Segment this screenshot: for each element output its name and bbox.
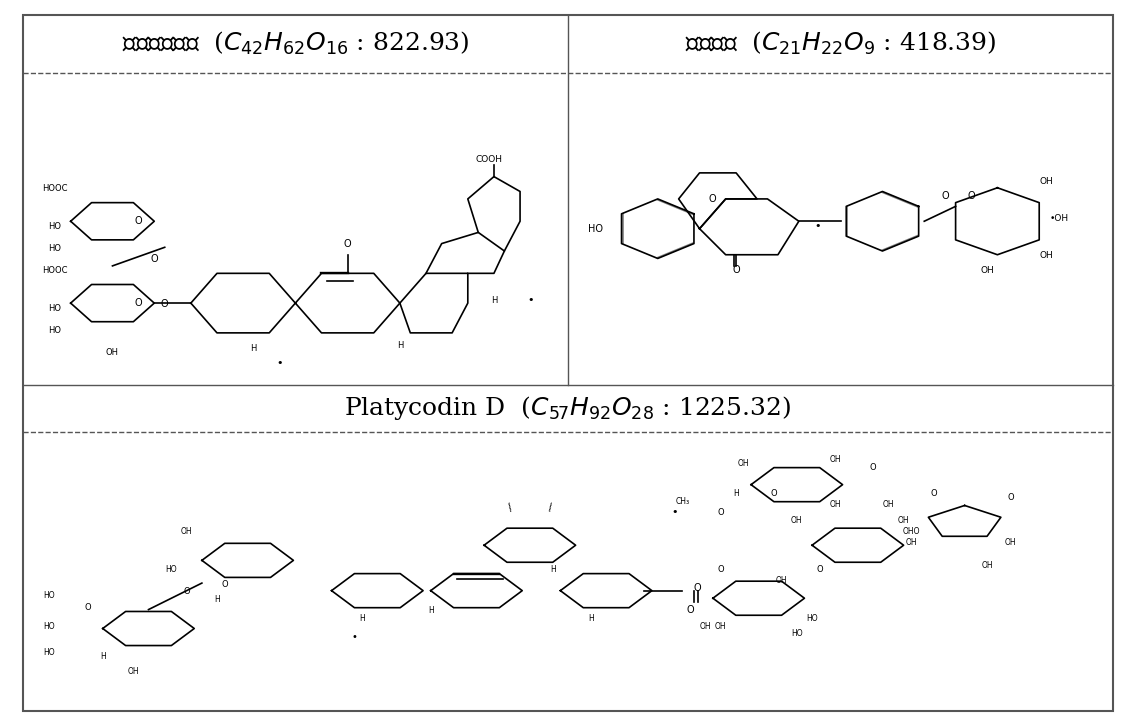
Text: OH: OH [883,500,894,510]
Text: OH: OH [980,266,994,275]
Text: Platycodin D  ($C_{57}H_{92}O_{28}$ : 1225.32): Platycodin D ($C_{57}H_{92}O_{28}$ : 122… [344,394,792,423]
Text: CH₃: CH₃ [675,497,690,505]
Text: /: / [507,502,516,513]
Text: OH: OH [905,538,917,547]
Text: HO: HO [166,565,177,574]
Text: O: O [84,603,91,611]
Text: H: H [250,344,257,354]
Text: OH: OH [829,455,841,464]
Text: HO: HO [49,326,61,335]
Text: H: H [428,606,434,616]
Text: HO: HO [587,224,602,234]
Text: HO: HO [43,621,56,630]
Text: O: O [770,489,777,498]
Text: •: • [351,632,358,642]
Text: H: H [100,652,106,661]
Text: OH: OH [1039,177,1053,186]
Text: O: O [717,508,724,517]
Text: •OH: •OH [1050,214,1069,224]
Text: HO: HO [49,244,61,253]
Text: O: O [968,191,975,201]
Text: OH: OH [1004,538,1017,547]
Text: O: O [161,299,168,309]
Text: OH: OH [776,576,787,585]
Text: 리퀴리틴  ($C_{21}H_{22}O_{9}$ : 418.39): 리퀴리틴 ($C_{21}H_{22}O_{9}$ : 418.39) [685,30,996,57]
Text: 글리시리진산  ($C_{42}H_{62}O_{16}$ : 822.93): 글리시리진산 ($C_{42}H_{62}O_{16}$ : 822.93) [122,30,469,57]
Text: HO: HO [49,303,61,313]
Text: O: O [344,240,351,249]
Text: H: H [588,614,594,623]
Text: OH: OH [715,621,726,630]
Text: HO: HO [49,221,61,231]
Text: HO: HO [807,614,818,623]
Text: HO: HO [43,648,56,657]
Text: O: O [1008,493,1013,502]
Text: O: O [150,254,158,264]
Text: COOH: COOH [475,155,502,164]
Text: OH: OH [982,561,993,570]
Text: H: H [359,614,365,623]
Text: OH: OH [829,500,841,510]
Text: O: O [183,587,190,597]
Text: O: O [709,194,717,204]
Text: O: O [694,583,701,592]
Text: O: O [222,580,228,589]
Text: OH: OH [897,515,910,524]
Text: O: O [135,298,142,308]
Text: OH: OH [1039,251,1053,261]
Text: OH: OH [700,621,711,630]
Text: HOOC: HOOC [42,266,68,275]
Text: O: O [717,565,724,574]
Text: HOOC: HOOC [42,184,68,194]
Text: OH: OH [127,667,139,676]
Text: O: O [930,489,937,498]
Text: O: O [733,265,740,275]
Text: H: H [215,595,220,604]
Text: H: H [733,489,738,498]
Text: \: \ [545,502,553,513]
Text: •: • [276,359,283,368]
Text: OH: OH [181,527,192,536]
Text: OH: OH [737,459,750,468]
Text: O: O [686,605,694,616]
Text: O: O [135,216,142,227]
Text: HO: HO [791,629,803,638]
Text: O: O [817,565,822,574]
Text: H: H [396,340,403,350]
Text: H: H [491,296,498,305]
Text: O: O [942,191,949,201]
Text: H: H [550,565,556,574]
Text: OH: OH [791,515,803,524]
Text: HO: HO [43,591,56,600]
Text: OH: OH [106,348,119,357]
Text: •: • [815,221,821,231]
Text: OHO: OHO [902,527,920,536]
Text: O: O [870,462,876,471]
Text: •: • [671,507,678,517]
Text: •: • [527,295,534,305]
